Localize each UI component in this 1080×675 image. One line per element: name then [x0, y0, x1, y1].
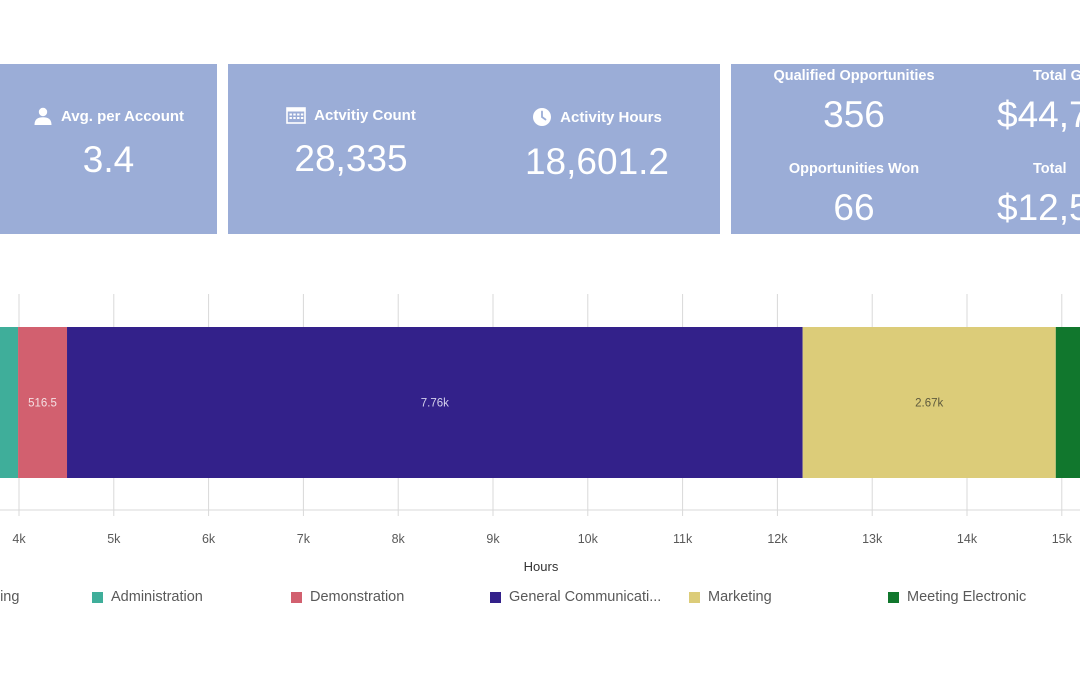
kpi-activity-count-header: Actvitiy Count: [228, 107, 474, 124]
x-tick-label: 11k: [673, 532, 693, 546]
legend-swatch: [888, 591, 899, 603]
legend-item[interactable]: Demonstration: [291, 588, 404, 606]
x-tick-label: 15k: [1052, 532, 1073, 546]
kpi-card-activity: Actvitiy Count 28,335 Activity Hours 18,…: [228, 64, 720, 234]
kpi-opportunities-won: Opportunities Won 66: [731, 161, 977, 229]
kpi-qualified-opportunities-label: Qualified Opportunities: [773, 68, 935, 84]
x-axis-ticks: 4k 5k 6k 7k 8k 9k 10k 11k 12k 13k 14k 15k: [12, 510, 1073, 546]
kpi-qualified-opportunities-value: 356: [823, 94, 885, 135]
legend-label: Marketing: [708, 589, 772, 605]
legend-label: General Communicati...: [509, 589, 662, 605]
bar-data-label: 516.5: [28, 398, 57, 410]
kpi-avg-per-account-value: 3.4: [82, 139, 135, 180]
legend-item[interactable]: ning: [0, 588, 19, 606]
x-tick-label: 6k: [202, 532, 216, 546]
bar-segment-meeting-electronic[interactable]: [1055, 327, 1080, 478]
kpi-activity-hours-label: Activity Hours: [560, 108, 662, 126]
kpi-avg-per-account: Avg. per Account 3.4: [0, 107, 217, 181]
legend-label: Administration: [111, 589, 203, 605]
kpi-total-2: Total $12,5: [981, 161, 1080, 229]
kpi-activity-hours: Activity Hours 18,601.2: [474, 107, 720, 183]
x-tick-label: 8k: [392, 532, 406, 546]
legend-item[interactable]: Administration: [92, 588, 203, 606]
activity-hours-stacked-bar-chart[interactable]: 516.5 7.76k 2.67k 4k 5k 6k 7k 8k 9k 10k 11k 12k 13k…: [0, 290, 1080, 580]
kpi-activity-count-label: Actvitiy Count: [314, 107, 416, 124]
legend-item[interactable]: General Communicati...: [490, 588, 661, 606]
legend-swatch: [490, 591, 501, 603]
clock-icon: [532, 107, 552, 127]
legend-item[interactable]: Meeting Electronic: [888, 588, 1026, 606]
x-tick-label: 4k: [12, 532, 26, 546]
x-tick-label: 7k: [297, 532, 311, 546]
kpi-avg-per-account-label: Avg. per Account: [60, 107, 185, 125]
bar-data-label: 7.76k: [421, 398, 449, 410]
legend-item[interactable]: Marketing: [689, 588, 772, 606]
user-icon: [33, 107, 53, 125]
chart-bars[interactable]: [0, 327, 1080, 478]
kpi-total-2-label: Total: [1033, 161, 1067, 177]
kpi-card-avg-per-account: Avg. per Account 3.4: [0, 64, 217, 234]
legend-label: Demonstration: [310, 589, 405, 605]
x-tick-label: 10k: [578, 532, 599, 546]
kpi-total-1: Total G $44,7: [981, 68, 1080, 136]
bar-segment-general-communicati[interactable]: [67, 327, 803, 478]
legend-swatch: [291, 591, 302, 603]
bar-data-label: 2.67k: [915, 398, 943, 410]
kpi-avg-per-account-header: Avg. per Account: [0, 107, 217, 125]
x-axis-title: Hours: [524, 559, 559, 574]
kpi-total-1-value: $44,7: [997, 94, 1080, 135]
x-tick-label: 13k: [862, 532, 883, 546]
calendar-icon: [286, 107, 306, 124]
legend-label: ning: [0, 589, 20, 605]
kpi-total-2-value: $12,5: [997, 187, 1080, 228]
bar-segment-demonstration[interactable]: [18, 327, 68, 478]
chart-data-labels: 516.5 7.76k 2.67k: [28, 398, 943, 410]
x-tick-label: 12k: [767, 532, 788, 546]
kpi-activity-hours-value: 18,601.2: [524, 141, 670, 182]
kpi-opportunities-won-label: Opportunities Won: [788, 161, 920, 177]
kpi-card-opportunities: Qualified Opportunities 356 Total G $44,…: [731, 64, 1080, 234]
legend-label: Meeting Electronic: [907, 589, 1027, 605]
kpi-qualified-opportunities: Qualified Opportunities 356: [731, 68, 977, 136]
kpi-activity-count: Actvitiy Count 28,335: [228, 107, 474, 180]
bar-segment-administration[interactable]: [0, 327, 19, 478]
kpi-opportunities-won-value: 66: [833, 187, 875, 228]
bar-segment-marketing[interactable]: [802, 327, 1056, 478]
x-tick-label: 14k: [957, 532, 978, 546]
x-tick-label: 9k: [486, 532, 500, 546]
x-tick-label: 5k: [107, 532, 121, 546]
legend-swatch: [92, 591, 103, 603]
kpi-total-1-label: Total G: [1033, 68, 1080, 84]
kpi-activity-count-value: 28,335: [294, 138, 408, 179]
kpi-activity-hours-header: Activity Hours: [474, 107, 720, 127]
legend-swatch: [689, 591, 700, 603]
